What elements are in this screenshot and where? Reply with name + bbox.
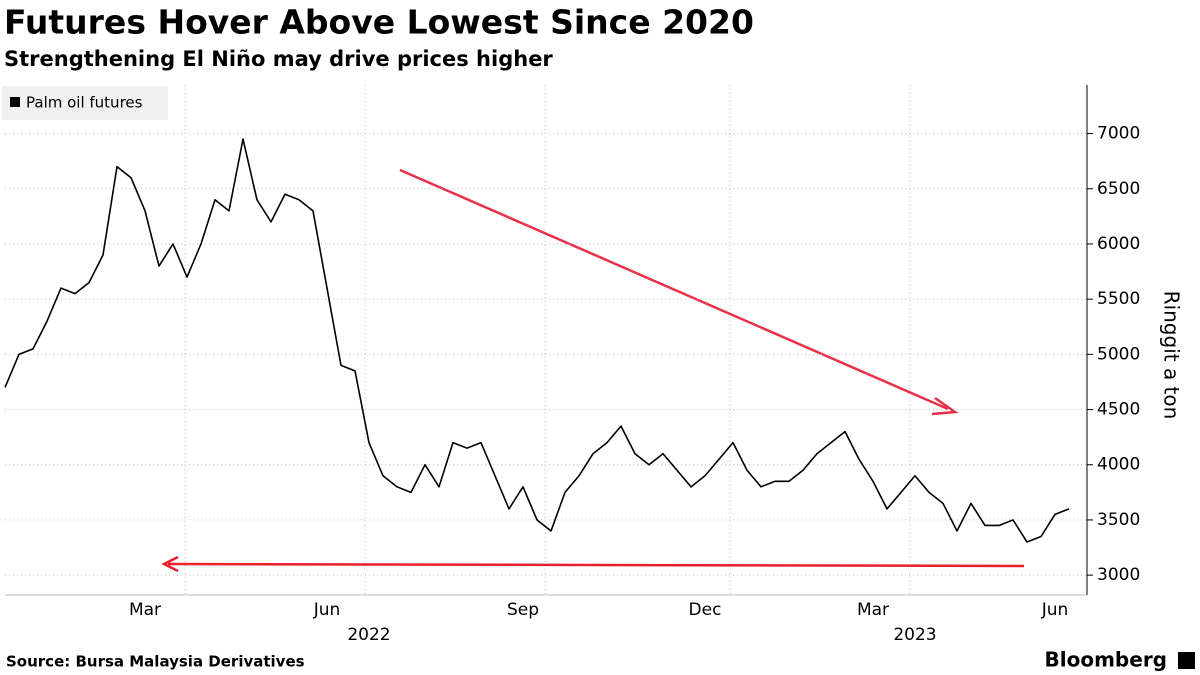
x-group-label: 2023 [893,625,936,645]
x-tick-label: Jun [313,600,341,620]
x-tick-label: Sep [507,600,539,620]
arrow-left [161,555,1025,573]
x-tick-label: Jun [1041,600,1069,620]
y-tick-label: 3500 [1097,510,1140,530]
legend-box [2,86,168,120]
line-series [4,138,1070,543]
source: Source: Bursa Malaysia Derivatives [6,653,305,671]
y-tick-label: 3000 [1097,565,1140,585]
legend-label: Palm oil futures [26,94,143,112]
arrow-line [167,562,1025,568]
y-tick-label: 7000 [1097,124,1140,144]
y-tick-label: 4000 [1097,455,1140,475]
brand: Bloomberg [1045,648,1167,672]
arrow-head [161,555,179,573]
chart-title: Futures Hover Above Lowest Since 2020 [4,3,754,42]
y-axis-title: Ringgit a ton [1160,291,1184,420]
arrow-line [399,168,949,411]
vertical-grid [184,85,911,595]
y-tick-label: 6000 [1097,234,1140,254]
y-tick-label: 4500 [1097,400,1140,420]
x-group-label: 2022 [347,625,390,645]
y-tick-label: 5000 [1097,344,1140,364]
arrow-head [931,396,959,416]
x-tick-label: Mar [857,600,889,620]
brand-icon [1178,652,1195,669]
arrow-down [399,168,959,416]
y-tick-label: 6500 [1097,179,1140,199]
y-tick-label: 5500 [1097,289,1140,309]
chart-subtitle: Strengthening El Niño may drive prices h… [4,47,553,71]
x-tick-label: Dec [689,600,722,620]
x-tick-label: Mar [129,600,161,620]
legend-swatch [10,97,20,107]
